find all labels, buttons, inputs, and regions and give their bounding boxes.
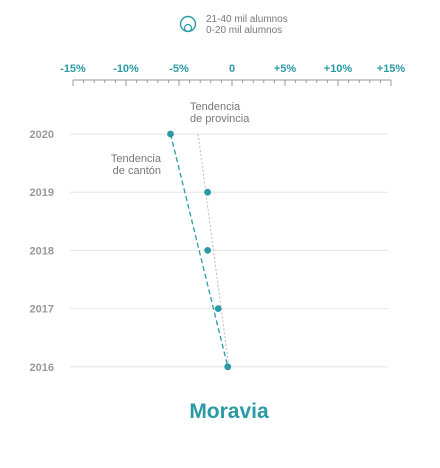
x-tick-label: +10% (324, 63, 353, 75)
annotation-canton-line1: Tendencia (111, 153, 162, 165)
data-point (204, 188, 212, 196)
data-point (214, 305, 222, 312)
x-tick-label: -5% (169, 63, 189, 75)
annotation-canton-line2: de cantón (113, 165, 161, 177)
legend: 21-40 mil alumnos 0-20 mil alumnos (179, 14, 288, 36)
year-label: 2019 (30, 187, 54, 199)
trend-lines (169, 133, 230, 367)
x-tick-label: -10% (113, 63, 139, 75)
data-points (167, 130, 232, 371)
year-label: 2016 (30, 362, 54, 374)
annotation-province-line1: Tendencia (190, 101, 241, 113)
legend-item-small: 0-20 mil alumnos (206, 25, 282, 36)
year-label: 2017 (30, 304, 54, 316)
year-label: 2018 (30, 245, 54, 257)
x-tick-label: 0 (229, 63, 235, 75)
province-trend-line (197, 133, 230, 367)
data-point (167, 130, 174, 138)
x-axis: -15% -10% -5% 0 +5% +10% +15% (60, 63, 405, 86)
circle-outline-small-icon (183, 23, 193, 33)
y-axis-labels: 2020 2019 2018 2017 2016 (30, 129, 54, 374)
x-tick-label: -15% (60, 63, 86, 75)
data-point (224, 363, 232, 371)
year-label: 2020 (30, 129, 54, 141)
data-point (204, 247, 212, 254)
annotations: Tendencia de provincia Tendencia de cant… (111, 101, 250, 177)
x-tick-label: +15% (377, 63, 406, 75)
legend-item-large: 21-40 mil alumnos (206, 14, 288, 25)
chart-title: Moravia (189, 400, 269, 423)
annotation-province-line2: de provincia (190, 113, 250, 125)
x-tick-label: +5% (274, 63, 297, 75)
